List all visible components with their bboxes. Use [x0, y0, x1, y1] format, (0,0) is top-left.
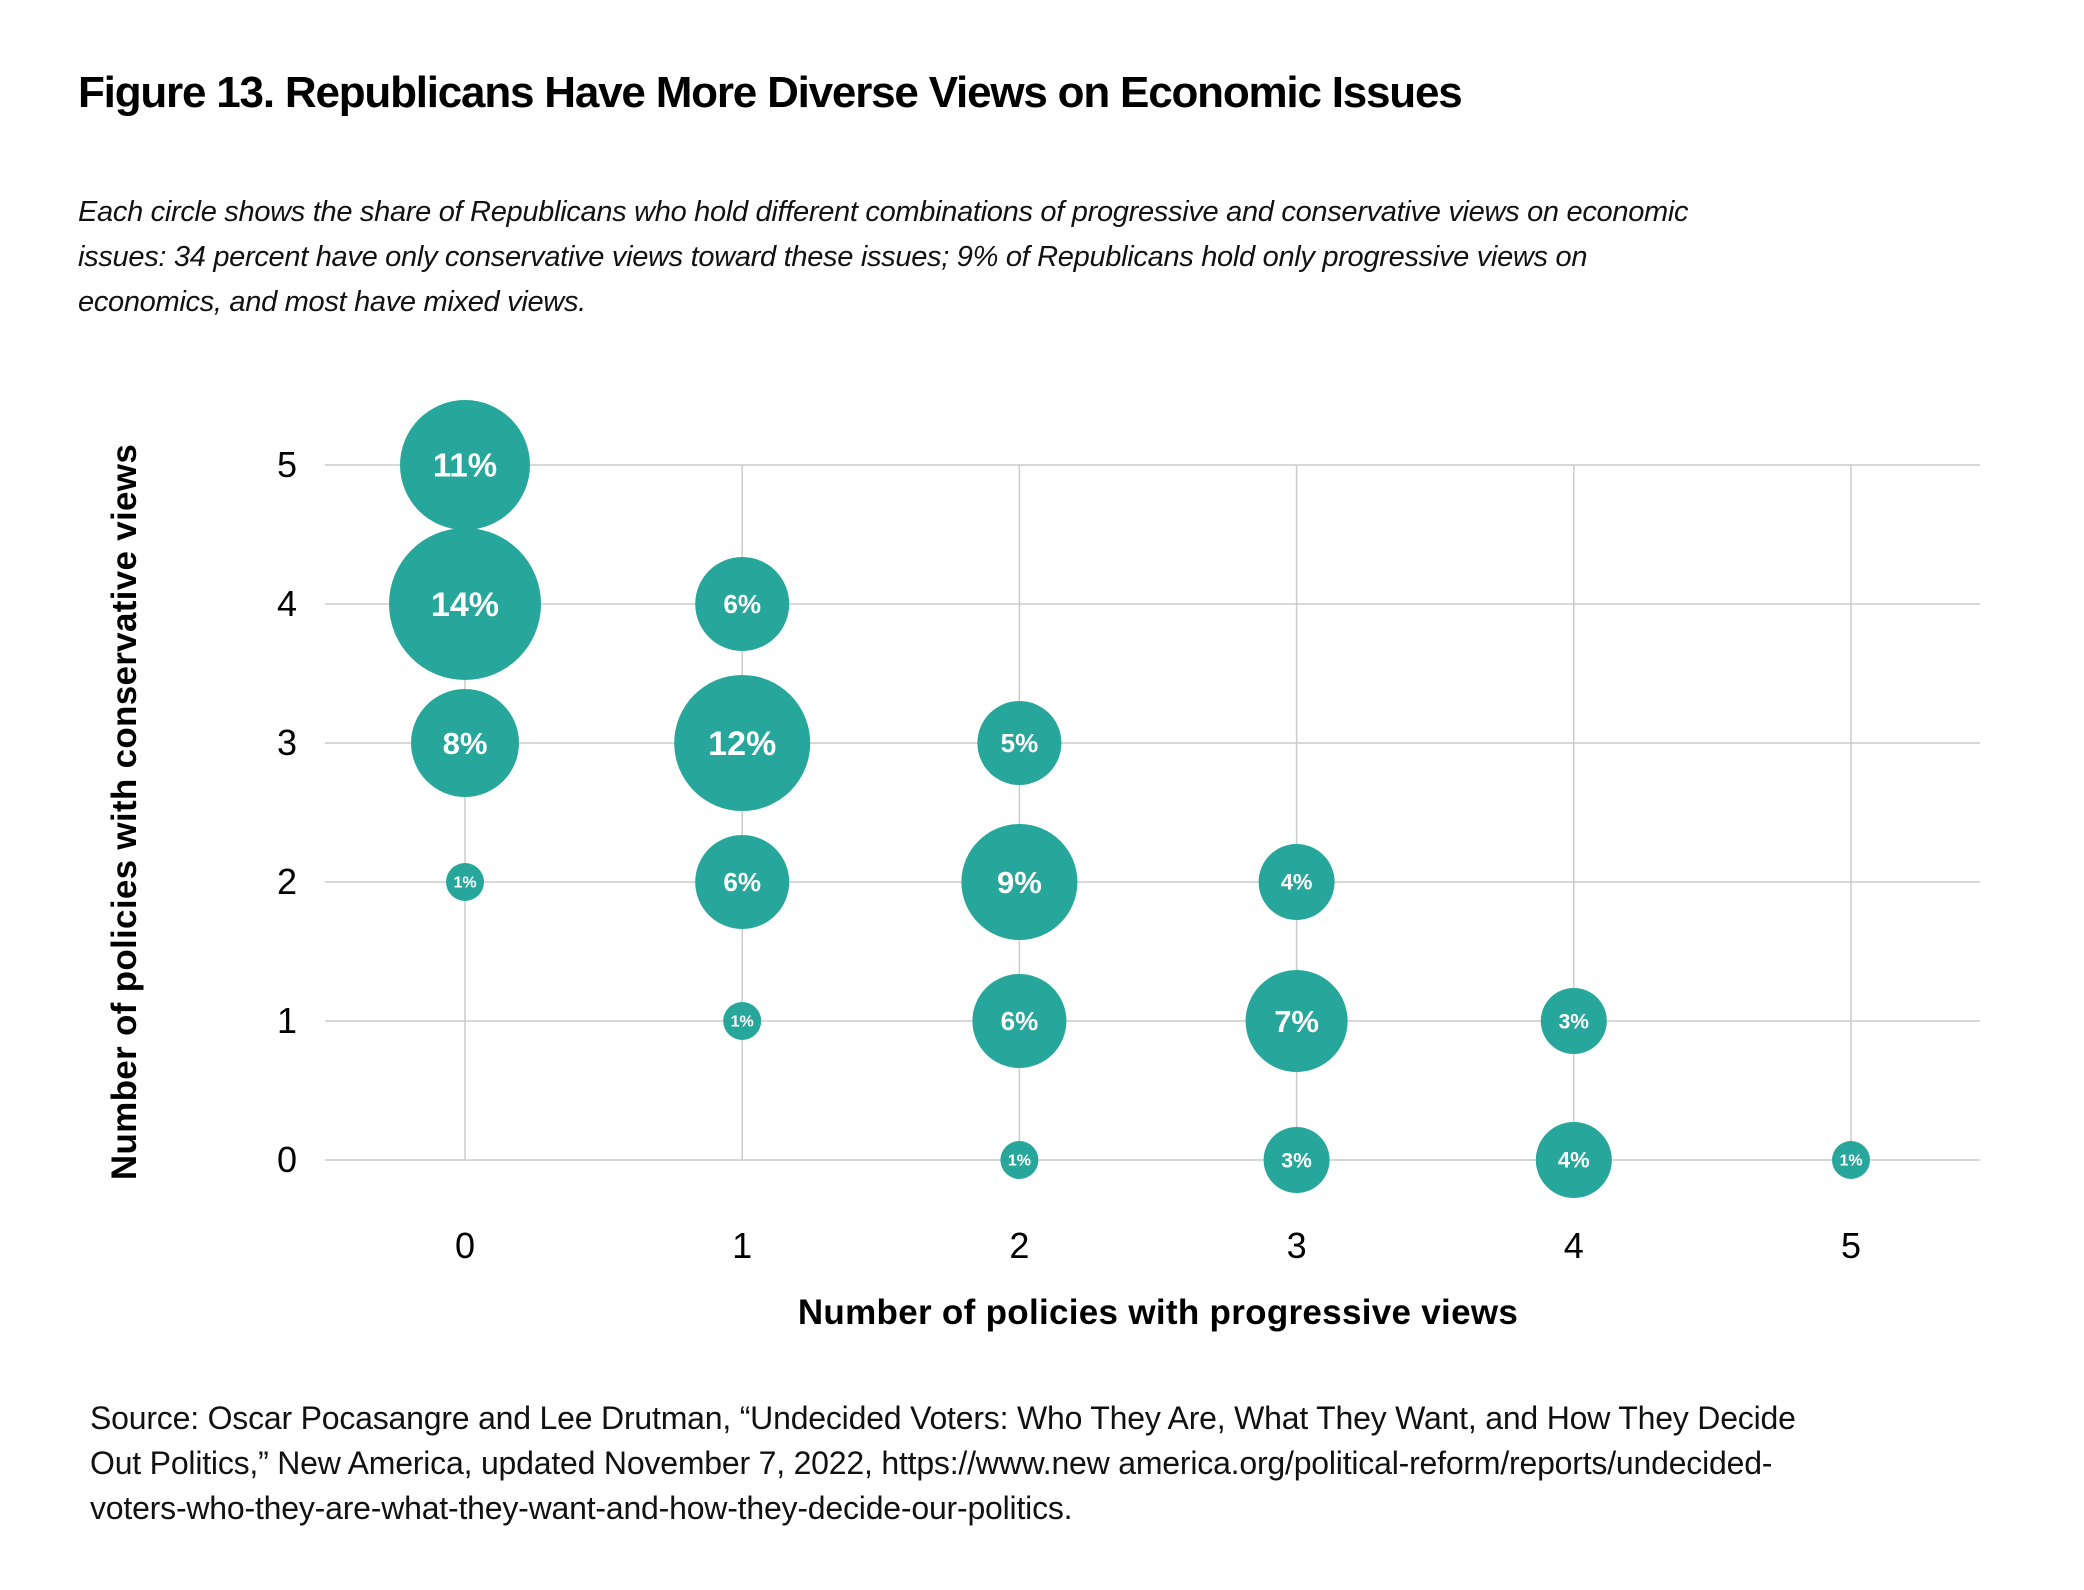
x-axis-title: Number of policies with progressive view… — [798, 1293, 1518, 1332]
bubble-label: 3% — [1559, 1010, 1590, 1033]
bubble-label: 1% — [1008, 1153, 1031, 1170]
bubble-label: 14% — [431, 586, 499, 624]
bubble-label: 9% — [997, 865, 1042, 900]
bubble — [972, 974, 1067, 1068]
x-tick-label: 1 — [732, 1225, 752, 1266]
figure-title: Figure 13. Republicans Have More Diverse… — [78, 68, 1463, 117]
bubble-label: 11% — [433, 447, 497, 484]
bubble — [674, 675, 811, 811]
bubble — [977, 701, 1062, 785]
y-axis-title: Number of policies with conservative vie… — [105, 444, 144, 1180]
bubble-label: 6% — [723, 867, 761, 897]
bubble — [1263, 1127, 1330, 1193]
source-line: Out Politics,” New America, updated Nove… — [90, 1445, 1773, 1481]
figure-subtitle: Each circle shows the share of Republica… — [78, 190, 1689, 325]
subtitle-line: economics, and most have mixed views. — [78, 286, 586, 318]
bubble — [1245, 970, 1348, 1072]
y-tick-label: 1 — [277, 1000, 297, 1041]
bubble-label: 1% — [453, 875, 476, 892]
subtitle-line: issues: 34 percent have only conservativ… — [78, 241, 1588, 273]
x-tick-label: 4 — [1564, 1225, 1584, 1266]
bubbles: 11% 14% 8% 1% 6% 12% 6% 1% 5% 9% 6% 1% 4% 7% 3% 3% 4% 1% — [389, 400, 1870, 1198]
bubble — [1832, 1141, 1870, 1179]
bubble-label: 6% — [723, 589, 761, 619]
y-tick-label: 5 — [277, 444, 297, 485]
source-line: Source: Oscar Pocasangre and Lee Drutman… — [90, 1400, 1796, 1436]
bubble-label: 1% — [1839, 1153, 1862, 1170]
bubble — [446, 863, 484, 901]
bubble — [961, 824, 1078, 940]
bubble-label: 4% — [1281, 870, 1313, 895]
source-note: Source: Oscar Pocasangre and Lee Drutman… — [90, 1396, 1796, 1531]
y-tick-label: 2 — [277, 861, 297, 902]
source-line: voters-who-they-are-what-they-want-and-h… — [90, 1490, 1073, 1526]
bubble-label: 7% — [1274, 1004, 1319, 1039]
bubble — [695, 557, 790, 651]
bubble-label: 12% — [708, 725, 776, 763]
x-tick-label: 0 — [455, 1225, 475, 1266]
bubble — [1000, 1141, 1039, 1179]
bubble-label: 1% — [731, 1014, 754, 1031]
bubble — [1258, 844, 1335, 920]
gridlines — [325, 464, 1980, 1161]
y-tick-label: 0 — [277, 1139, 297, 1180]
bubble-label: 6% — [1001, 1006, 1039, 1036]
bubble — [400, 400, 530, 530]
bubble-label: 3% — [1281, 1149, 1312, 1172]
bubble — [723, 1002, 762, 1040]
y-tick-label: 3 — [277, 722, 297, 763]
bubble-label: 5% — [1001, 728, 1039, 758]
x-tick-label: 5 — [1841, 1225, 1861, 1266]
bubble — [695, 835, 790, 929]
x-tick-label: 2 — [1009, 1225, 1029, 1266]
bubble — [389, 528, 541, 680]
bubble — [1540, 988, 1607, 1054]
y-tick-label: 4 — [277, 583, 297, 624]
bubble — [1535, 1122, 1612, 1198]
bubble — [411, 689, 519, 797]
subtitle-line: Each circle shows the share of Republica… — [78, 196, 1689, 228]
x-axis-tick-labels: 0 1 2 3 4 5 — [455, 1225, 1861, 1266]
bubble-label: 4% — [1558, 1148, 1590, 1173]
bubble-label: 8% — [443, 726, 488, 761]
y-axis-tick-labels: 0 1 2 3 4 5 — [277, 444, 297, 1180]
x-tick-label: 3 — [1287, 1225, 1307, 1266]
